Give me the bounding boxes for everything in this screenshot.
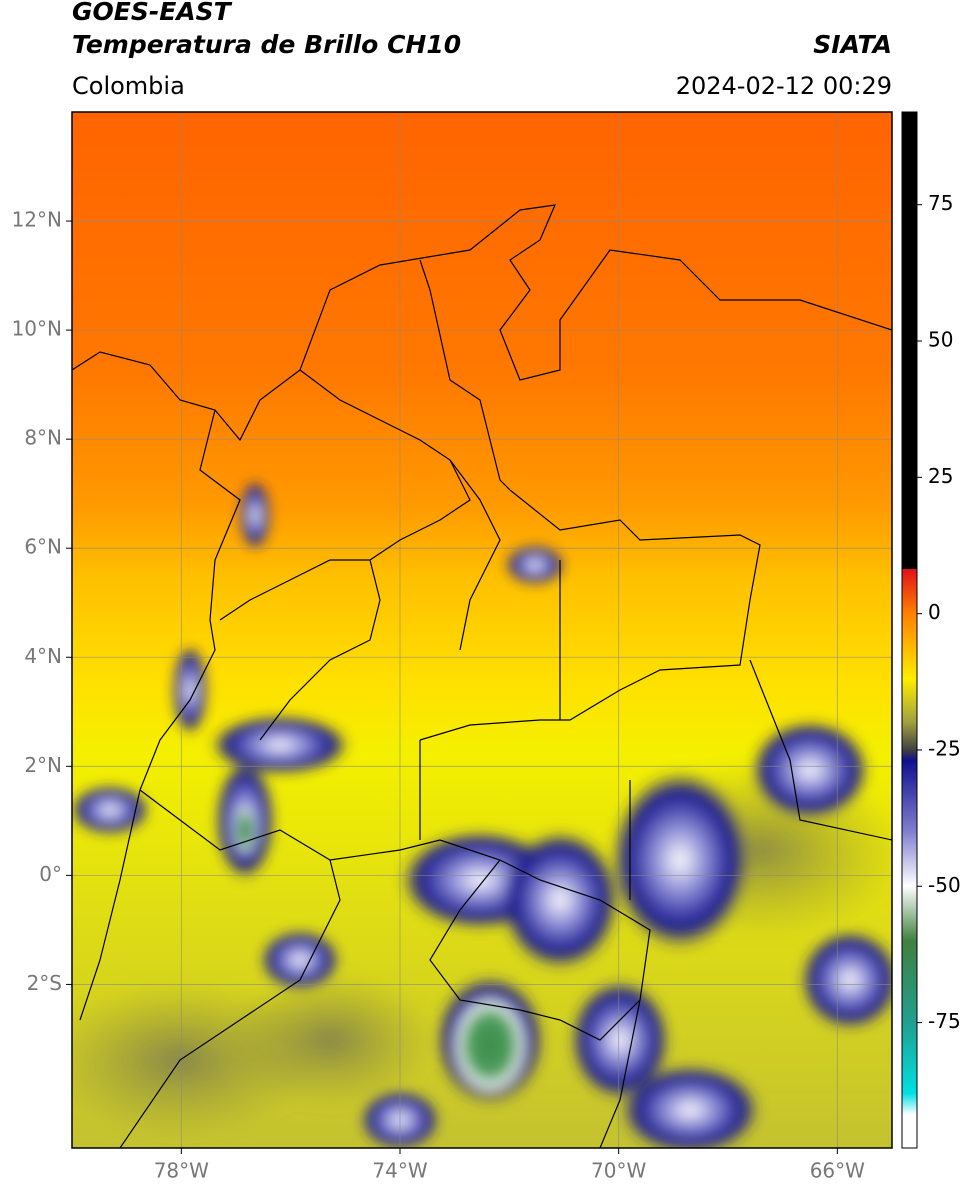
colorbar-tick-label: -75 — [928, 1009, 961, 1033]
colorbar-tick-label: -25 — [928, 736, 961, 760]
map-background — [72, 112, 892, 1148]
region: Colombia — [72, 72, 185, 100]
y-tick-label: 2°S — [27, 971, 62, 995]
source: SIATA — [813, 30, 892, 59]
clouds — [72, 480, 892, 1148]
x-tick-label: 74°W — [372, 1159, 427, 1183]
x-tick-label: 78°W — [154, 1159, 209, 1183]
map-frame — [71, 111, 893, 1149]
colorbar-tick-label: 0 — [928, 600, 941, 624]
x-tick-label: 66°W — [810, 1159, 865, 1183]
map-area — [72, 112, 892, 1148]
y-tick-label: 8°N — [24, 426, 62, 450]
x-tick-label: 70°W — [591, 1159, 646, 1183]
datetime: 2024-02-12 00:29 — [676, 72, 892, 100]
colorbar — [901, 111, 918, 1149]
grid — [72, 112, 892, 1148]
y-tick-label: 12°N — [12, 208, 62, 232]
colorbar-tick-label: 25 — [928, 464, 953, 488]
y-tick-label: 4°N — [24, 644, 62, 668]
colorbar-tick-label: 50 — [928, 328, 953, 352]
y-tick-label: 2°N — [24, 753, 62, 777]
title: GOES-EAST — [72, 0, 233, 26]
colorbar-tick-label: -50 — [928, 873, 961, 897]
borders — [72, 204, 892, 1148]
subtitle: Temperatura de Brillo CH10 — [72, 30, 461, 59]
y-tick-label: 0° — [39, 862, 62, 886]
colorbar-tick-label: 75 — [928, 191, 953, 215]
y-tick-label: 10°N — [12, 317, 62, 341]
y-tick-label: 6°N — [24, 535, 62, 559]
